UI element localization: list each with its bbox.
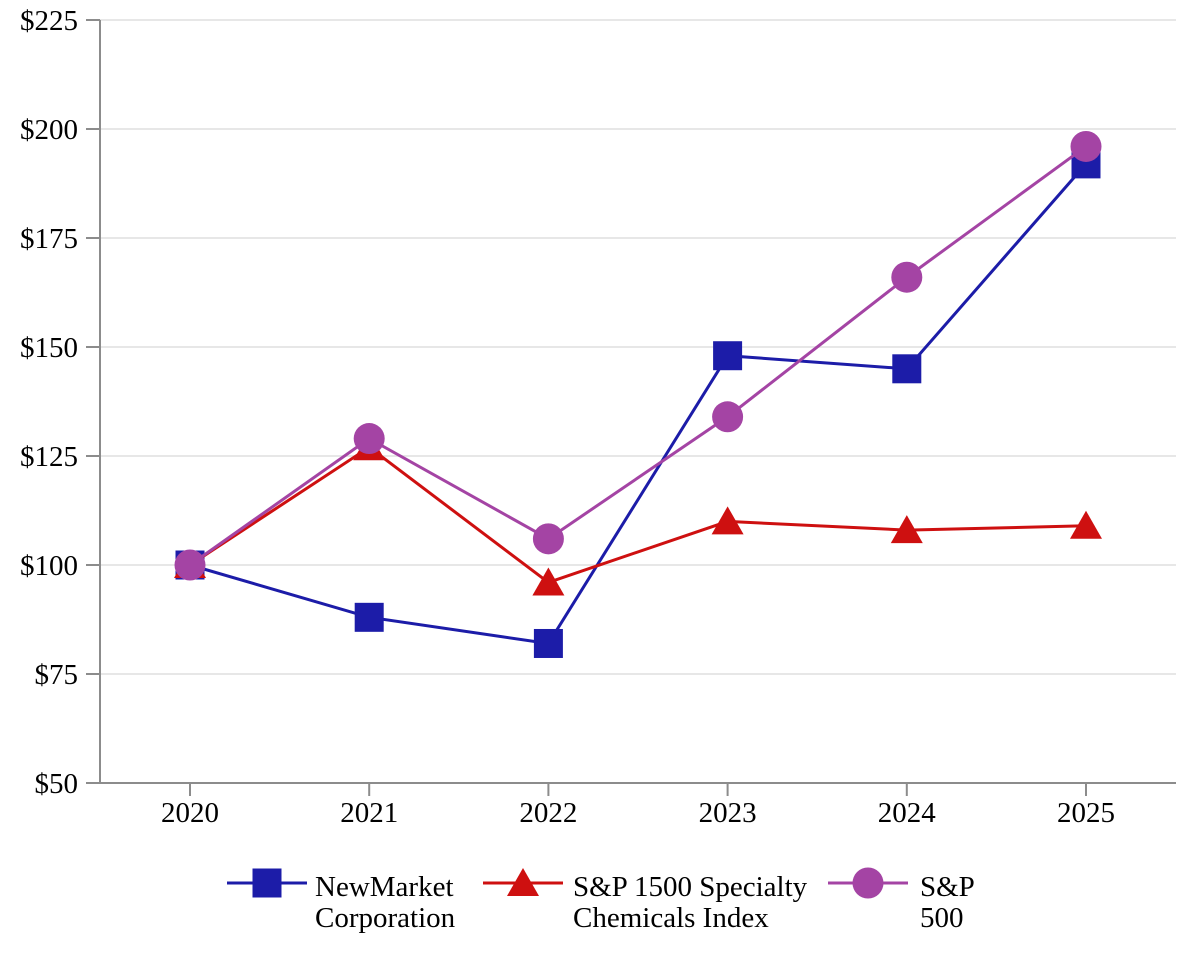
x-tick-label: 2022 [519,797,577,829]
x-tick-label: 2020 [161,797,219,829]
data-point-newmarket-2023 [713,341,743,371]
y-tick-label: $50 [35,768,79,800]
data-point-sp1500-specialty-chemicals-2023 [711,506,744,535]
series-line-sp500 [189,145,1087,567]
legend-marker-sp500 [852,867,884,899]
y-tick-label: $75 [35,659,79,691]
x-tick-label: 2021 [340,797,398,829]
legend-marker-newmarket [252,868,282,898]
legend-label-sp500-line2: 500 [920,902,964,934]
x-tick-label: 2023 [699,797,757,829]
data-point-newmarket-2022 [533,628,563,658]
data-point-sp1500-specialty-chemicals-2024 [890,515,923,544]
data-point-sp500-2020 [174,549,206,581]
legend-label-sp1500-specialty-chemicals-line1: S&P 1500 Specialty [573,871,808,903]
series-line-newmarket [189,162,1088,646]
x-tick-label: 2025 [1057,797,1115,829]
data-point-newmarket-2024 [892,354,922,384]
y-tick-label: $125 [20,441,78,473]
y-tick-label: $225 [20,5,78,37]
x-tick-label: 2024 [878,797,937,829]
data-point-sp1500-specialty-chemicals-2022 [532,567,565,596]
data-point-sp500-2021 [353,423,385,455]
data-point-sp500-2022 [532,523,564,555]
data-point-sp500-2024 [891,261,923,293]
y-tick-label: $200 [20,114,78,146]
legend-label-sp500-line1: S&P [920,871,975,903]
series-line-sp1500-specialty-chemicals [189,445,1087,585]
y-tick-label: $100 [20,550,78,582]
legend-marker-sp1500-specialty-chemicals [507,868,539,896]
data-point-sp1500-specialty-chemicals-2025 [1070,510,1102,539]
legend-label-sp1500-specialty-chemicals-line2: Chemicals Index [573,902,769,934]
legend-label-newmarket-line1: NewMarket [315,871,454,903]
data-point-newmarket-2021 [354,602,384,632]
data-point-sp500-2023 [712,401,744,433]
y-tick-label: $175 [20,223,78,255]
y-tick-label: $150 [20,332,78,364]
data-point-sp500-2025 [1070,130,1102,162]
legend-label-newmarket-line2: Corporation [315,902,456,934]
